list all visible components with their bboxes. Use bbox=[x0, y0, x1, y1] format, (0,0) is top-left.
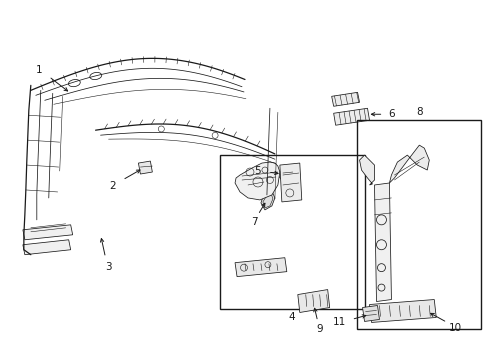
Text: 4: 4 bbox=[288, 312, 295, 323]
Text: 9: 9 bbox=[316, 324, 323, 334]
Polygon shape bbox=[362, 306, 379, 321]
Text: 5: 5 bbox=[254, 166, 261, 176]
Polygon shape bbox=[235, 162, 279, 200]
Text: 2: 2 bbox=[109, 181, 116, 191]
Polygon shape bbox=[297, 289, 329, 312]
Text: 7: 7 bbox=[250, 217, 257, 227]
Bar bbox=[356, 120, 480, 329]
Polygon shape bbox=[331, 92, 359, 106]
Text: 3: 3 bbox=[105, 262, 112, 272]
Polygon shape bbox=[235, 258, 286, 276]
Polygon shape bbox=[369, 300, 435, 323]
Bar bbox=[220, 155, 364, 310]
Polygon shape bbox=[333, 108, 369, 125]
Text: 11: 11 bbox=[332, 318, 346, 328]
Polygon shape bbox=[23, 240, 71, 255]
Polygon shape bbox=[261, 191, 274, 210]
Text: 1: 1 bbox=[36, 66, 42, 76]
Polygon shape bbox=[388, 145, 428, 183]
Text: 8: 8 bbox=[415, 107, 422, 117]
Polygon shape bbox=[374, 183, 390, 302]
Polygon shape bbox=[23, 225, 73, 240]
Polygon shape bbox=[138, 161, 152, 174]
Polygon shape bbox=[359, 155, 374, 185]
Text: 6: 6 bbox=[387, 109, 394, 119]
Text: 10: 10 bbox=[447, 323, 461, 333]
Polygon shape bbox=[277, 166, 295, 180]
Polygon shape bbox=[279, 163, 301, 202]
